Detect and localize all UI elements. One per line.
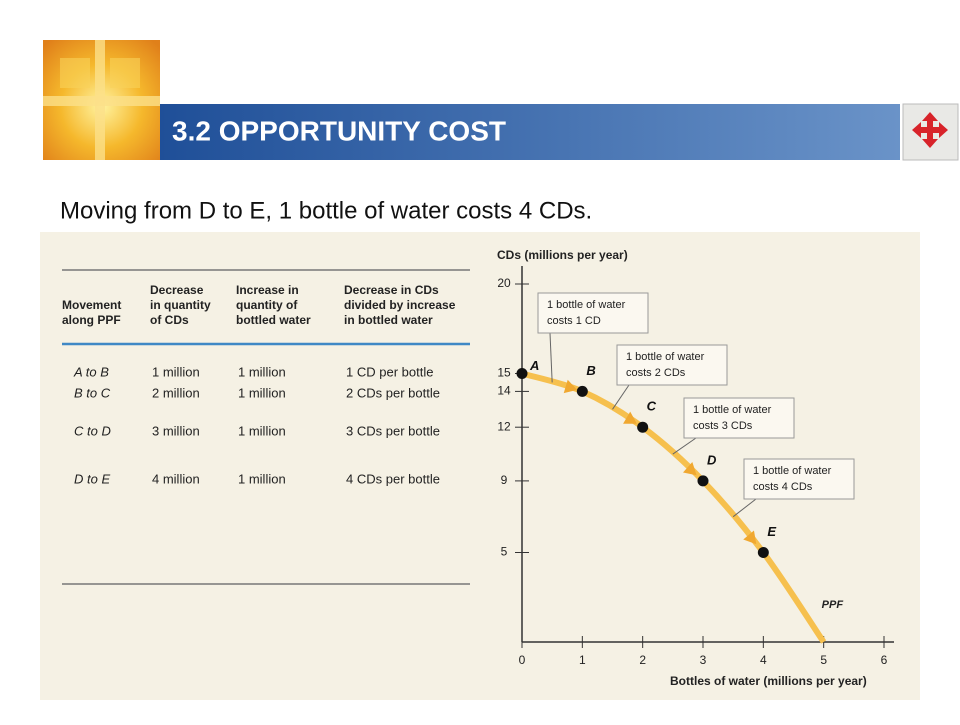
x-tick-label: 6 — [881, 653, 888, 667]
x-tick-label: 3 — [700, 653, 707, 667]
x-tick-label: 0 — [519, 653, 526, 667]
table-cell: B to C — [74, 385, 111, 400]
nav-icon[interactable] — [902, 103, 959, 161]
column-header: divided by increase — [344, 298, 456, 312]
title: 3.2 OPPORTUNITY COST — [172, 115, 506, 146]
callout-text: 1 bottle of water — [693, 404, 772, 416]
table-cell: 1 CD per bottle — [346, 364, 433, 379]
callout-text: costs 4 CDs — [753, 481, 813, 493]
column-header: Increase in — [236, 283, 299, 297]
table-cell: D to E — [74, 471, 110, 486]
point-label: A — [529, 358, 539, 373]
callout-text: costs 1 CD — [547, 315, 601, 327]
callout-text: 1 bottle of water — [626, 351, 705, 363]
table-cell: 1 million — [238, 423, 286, 438]
point — [637, 421, 649, 433]
callout-leader — [672, 437, 697, 455]
column-header: bottled water — [236, 313, 311, 327]
point-label: E — [767, 524, 776, 539]
callout-box — [743, 458, 855, 500]
point — [576, 385, 588, 397]
y-axis-title: CDs (millions per year) — [497, 248, 628, 262]
x-tick-label: 5 — [820, 653, 827, 667]
arrowhead — [743, 530, 757, 545]
table-cell: 2 million — [152, 385, 200, 400]
arrowhead — [623, 411, 637, 424]
callout-box — [537, 292, 649, 334]
table-cell: 4 CDs per bottle — [346, 471, 440, 486]
x-tick-label: 2 — [639, 653, 646, 667]
logo — [43, 40, 160, 160]
callout-text: costs 3 CDs — [693, 420, 753, 432]
callout-box — [683, 397, 795, 439]
table-cell: 3 million — [152, 423, 200, 438]
y-tick-label: 14 — [497, 384, 511, 398]
callout-leader — [549, 332, 553, 383]
point — [697, 475, 709, 487]
callout-leader — [732, 498, 757, 518]
column-header: in bottled water — [344, 313, 433, 327]
y-tick-label: 9 — [501, 473, 508, 487]
table-cell: 1 million — [238, 385, 286, 400]
series-label: PPF — [822, 599, 844, 611]
point-label: B — [586, 363, 595, 378]
callout-text: costs 2 CDs — [626, 367, 686, 379]
point — [516, 368, 528, 379]
column-header: Movement — [62, 298, 121, 312]
arrowhead — [563, 379, 578, 394]
table-cell: 4 million — [152, 471, 200, 486]
table-cell: 1 million — [152, 364, 200, 379]
y-tick-label: 5 — [501, 545, 508, 559]
table-cell: 3 CDs per bottle — [346, 423, 440, 438]
y-tick-label: 12 — [497, 419, 511, 433]
y-tick-label: 15 — [497, 366, 511, 380]
x-tick-label: 4 — [760, 653, 767, 667]
arrowhead — [683, 462, 697, 476]
x-axis-title: Bottles of water (millions per year) — [670, 674, 867, 688]
table-cell: 1 million — [238, 364, 286, 379]
title-bar — [160, 104, 900, 160]
column-header: of CDs — [150, 313, 189, 327]
table-cell: C to D — [74, 423, 111, 438]
point-label: D — [707, 452, 717, 467]
table-cell: A to B — [73, 364, 109, 379]
subtitle: Moving from D to E, 1 bottle of water co… — [60, 197, 592, 224]
y-tick-label: 20 — [497, 276, 511, 290]
column-header: quantity of — [236, 298, 298, 312]
column-header: Decrease — [150, 283, 204, 297]
column-header: in quantity — [150, 298, 211, 312]
callout-box — [616, 344, 728, 386]
table-cell: 1 million — [238, 471, 286, 486]
x-tick-label: 1 — [579, 653, 586, 667]
table-cell: 2 CDs per bottle — [346, 385, 440, 400]
column-header: Decrease in CDs — [344, 283, 439, 297]
callout-text: 1 bottle of water — [753, 465, 832, 477]
callout-leader — [612, 384, 630, 410]
point-label: C — [647, 399, 657, 414]
column-header: along PPF — [62, 313, 121, 327]
point — [757, 547, 769, 558]
callout-text: 1 bottle of water — [547, 299, 626, 311]
